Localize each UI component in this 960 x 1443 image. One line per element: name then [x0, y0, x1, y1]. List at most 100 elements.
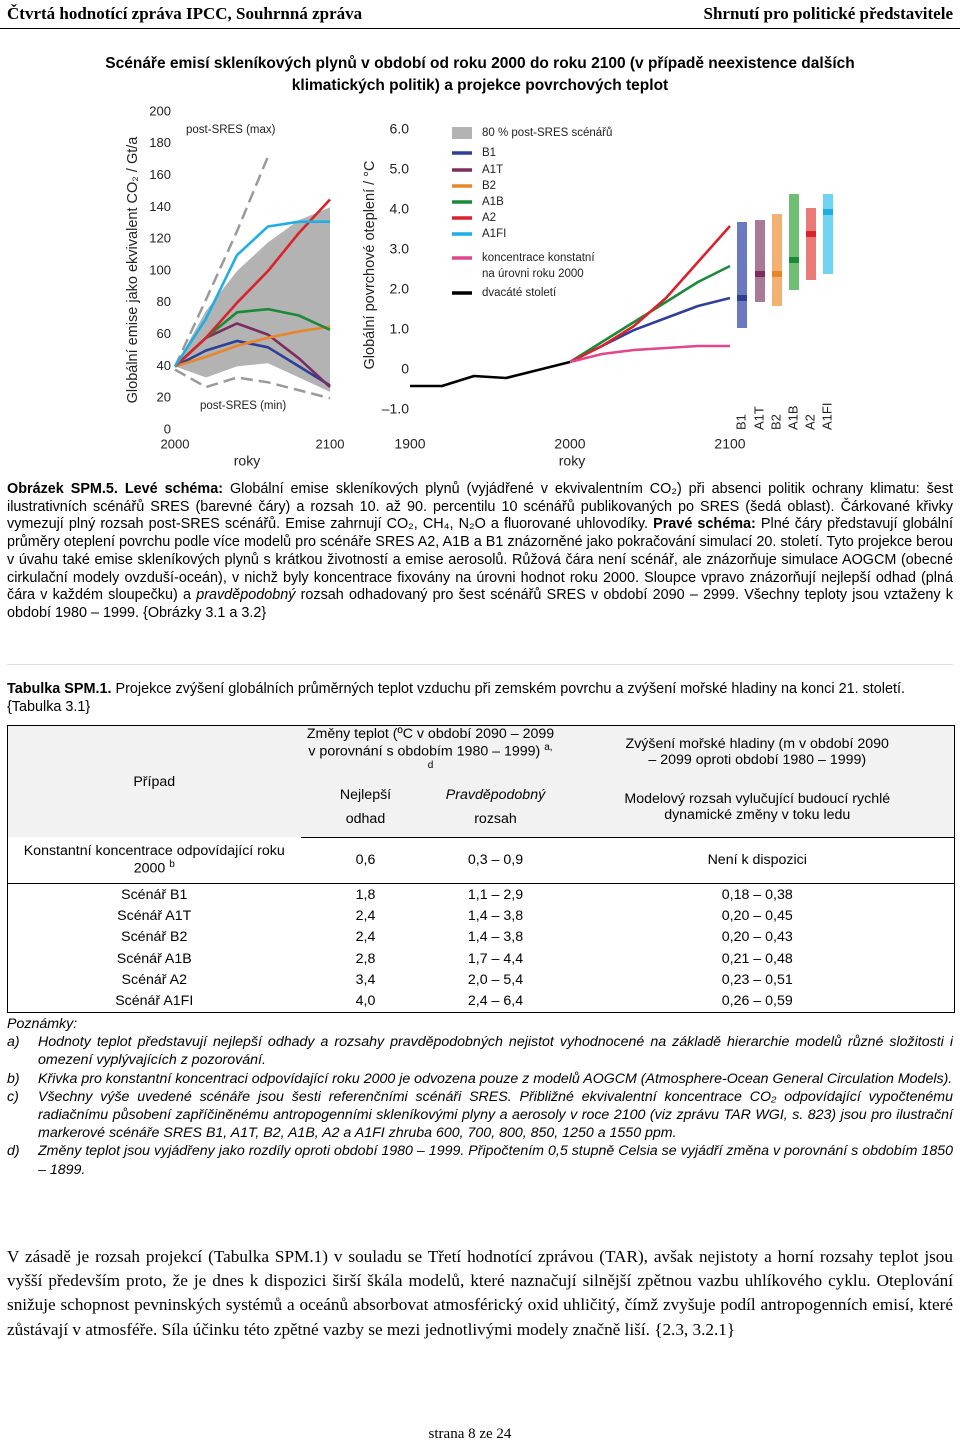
y-tick-label: –1.0 — [382, 401, 409, 417]
y-axis-label: Globální emise jako ekvivalent CO₂ / Gt/… — [125, 136, 141, 404]
range-header: rozsah — [474, 811, 517, 828]
table-header-cell: Pravděpodobný rozsah — [430, 777, 561, 838]
range-bar — [806, 208, 816, 280]
table-header-cell: Modelový rozsah vylučující budoucí rychl… — [560, 777, 955, 838]
table-row: Případ Změny teplot (ºC v období 2090 – … — [7, 725, 955, 838]
case-text: Konstantní koncentrace odpovídající roku… — [23, 843, 285, 878]
y-tick-label: 180 — [149, 135, 171, 150]
temp-header-line: Změny teplot (ºC v období 2090 – 2099 — [306, 726, 555, 742]
table-cell: Není k dispozici — [560, 837, 955, 884]
paragraph: V zásadě je rozsah projekcí (Tabulka SPM… — [7, 1247, 953, 1339]
table-cell: 3,4 — [355, 971, 376, 988]
table-cell: 0,18 – 0,38 — [721, 886, 793, 903]
table-title: Tabulka SPM.1. Projekce zvýšení globální… — [7, 680, 953, 716]
text-run: Globální emise skleníkových plynů (vyjád… — [7, 481, 953, 533]
note-label: d) — [7, 1143, 20, 1160]
figure-title-line: Scénáře emisí skleníkových plynů v obdob… — [105, 55, 855, 72]
x-axis-label: roky — [234, 453, 260, 469]
table-cell: 0,6 — [300, 837, 431, 884]
legend-label: B1 — [482, 147, 497, 159]
best-estimate — [806, 231, 816, 237]
legend-label: dvacáté století — [482, 287, 557, 299]
table: Případ Změny teplot (ºC v období 2090 – … — [7, 725, 955, 1013]
legend-label: koncentrace konstatní na úrovni roku 200… — [482, 252, 595, 280]
range-bar — [823, 194, 833, 274]
series-line — [174, 325, 331, 368]
range-bar — [772, 214, 782, 306]
sea-header-line: – 2099 oproti období 1980 – 1999) — [648, 751, 867, 768]
table-cell: 0,21 – 0,48 — [721, 950, 793, 967]
table-header-cell: Zvýšení mořské hladiny (m v období 2090–… — [560, 725, 955, 778]
series-line — [173, 220, 330, 368]
figure: 0 20 40 60 80 100 120 140 160 180 200 2000 2100 roky G… — [0, 95, 960, 475]
note-text: Křivka pro konstantní koncentraci odpoví… — [38, 1070, 953, 1087]
x-tick-label: 2000 — [161, 436, 190, 451]
table-cell: 1,4 – 3,8 — [467, 907, 524, 924]
temp-header-line: v porovnání s obdobím 1980 – 1999) a, d — [305, 742, 557, 777]
series-line — [173, 156, 270, 367]
note-text: Hodnoty teplot představují nejlepší odha… — [38, 1034, 953, 1069]
y-tick-label: 4.0 — [390, 201, 410, 217]
table-cell: Scénář B2 — [121, 929, 188, 946]
x-axis-label: roky — [559, 453, 585, 469]
table-cell: 0,20 – 0,43 — [721, 929, 793, 946]
y-tick-label: 1.0 — [390, 321, 410, 337]
y-tick-label: 6.0 — [390, 121, 410, 137]
note-text: Změny teplot jsou vyjádřeny jako rozdíly… — [38, 1143, 953, 1178]
table-cell: 0,26 – 0,59 — [721, 993, 793, 1010]
legend-label: A2 — [482, 212, 497, 224]
table-row: Scénář A1FI 4,0 2,4 – 6,4 0,26 – 0,59 — [8, 990, 955, 1012]
note: d) Změny teplot jsou vyjádřeny jako rozdí… — [7, 1142, 953, 1178]
table-cell: 4,0 — [355, 993, 376, 1010]
table-header-cell: Změny teplot (ºC v období 2090 – 2099 v p… — [300, 725, 561, 778]
y-tick-label: 80 — [157, 294, 171, 309]
table-cell: 1,7 – 4,4 — [467, 950, 524, 967]
category-label: A1T — [751, 406, 766, 430]
y-axis-label: Globální povrchové oteplení / °C — [362, 161, 378, 370]
table-cell: Scénář A1B — [116, 950, 192, 967]
x-tick-label: 2100 — [714, 436, 745, 452]
table-header-cell: Nejlepší odhad — [300, 777, 431, 838]
x-tick-label: 2000 — [554, 436, 585, 452]
table-cell: Scénář A1T — [117, 907, 192, 924]
case-header: Případ — [133, 773, 176, 790]
figure-caption: Obrázek SPM.5. Levé schéma: Globální emi… — [7, 481, 953, 623]
category-label: B1 — [733, 414, 748, 430]
table-row: Scénář B1 1,8 1,1 – 2,9 0,18 – 0,38 — [8, 883, 955, 905]
best-estimate — [823, 209, 833, 215]
y-tick-label: 140 — [149, 199, 171, 214]
note-label: a) — [7, 1034, 20, 1051]
table-row: Scénář A2 3,4 2,0 – 5,4 0,23 – 0,51 — [8, 969, 955, 990]
text-run: pravděpodobný — [196, 587, 296, 604]
legend-label: A1B — [482, 196, 504, 208]
series-line — [174, 198, 331, 368]
footer: strana 8 ze 24 — [428, 1426, 512, 1442]
table-row: Scénář A1B 2,8 1,7 – 4,4 0,21 – 0,48 — [8, 948, 955, 969]
table-cell: 0,3 – 0,9 — [430, 837, 561, 884]
text-run: Tabulka SPM.1. — [7, 681, 112, 697]
table-cell: 2,0 – 5,4 — [467, 971, 524, 988]
note-label: c) — [7, 1088, 19, 1105]
best-estimate — [789, 257, 799, 263]
x-tick-label: 2100 — [316, 436, 345, 451]
y-tick-label: 5.0 — [390, 161, 410, 177]
range-bar — [789, 194, 799, 290]
table-row: Konstantní koncentrace odpovídající roku… — [7, 837, 955, 884]
series-line — [569, 296, 731, 364]
best-estimate — [755, 271, 765, 277]
y-tick-label: 120 — [149, 231, 171, 246]
table-cell: Konstantní koncentrace odpovídající roku… — [7, 837, 301, 884]
text-run: Pravé schéma: — [653, 516, 756, 533]
best-header: Nejlepší — [339, 787, 392, 804]
legend-label: 80 % post-SRES scénářů — [482, 127, 613, 139]
header-right: Shrnutí pro politické představitele — [703, 4, 954, 23]
legend-swatch — [452, 127, 472, 139]
series-line — [410, 360, 571, 388]
y-tick-label: 40 — [157, 358, 171, 373]
text-run: Obrázek SPM.5. Levé schéma: — [7, 481, 224, 497]
figure-chart: 0 20 40 60 80 100 120 140 160 180 200 2000 2100 roky G… — [125, 103, 835, 469]
series-line — [174, 339, 331, 387]
category-label: A1B — [785, 405, 800, 430]
notes-title: Poznámky: — [7, 1016, 78, 1032]
text-run: Projekce zvýšení globálních průměrných t… — [7, 681, 905, 715]
